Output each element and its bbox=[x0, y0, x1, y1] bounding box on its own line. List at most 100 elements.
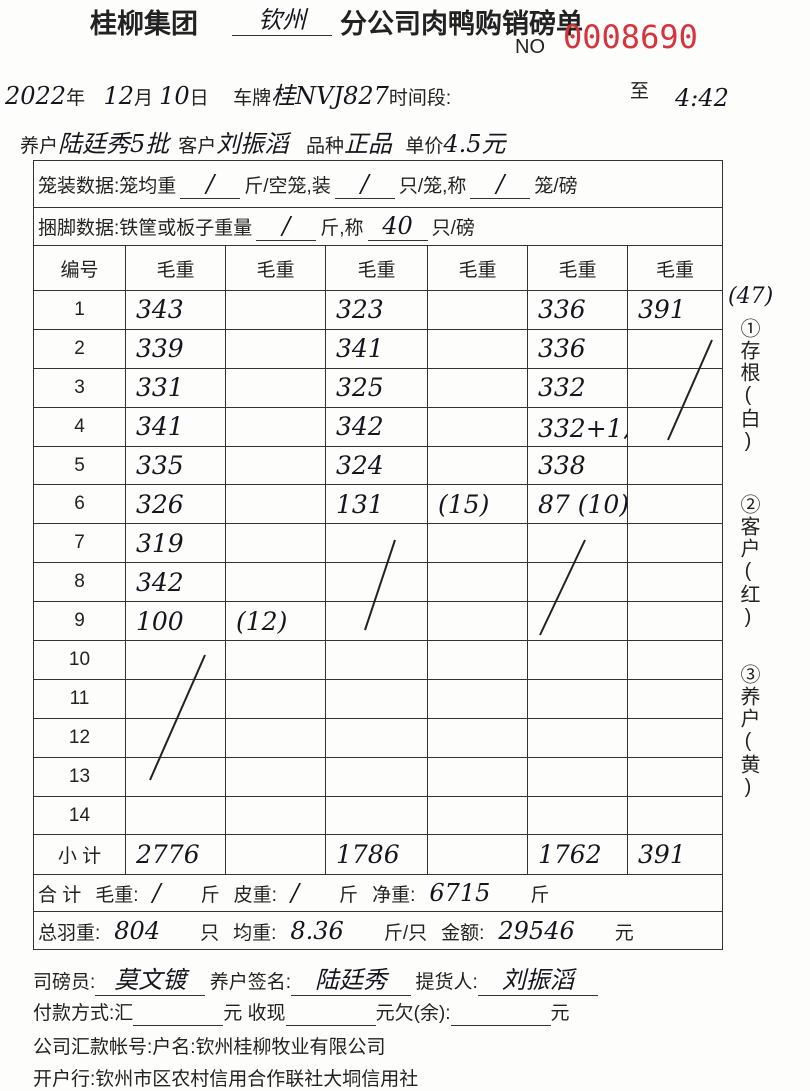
row: 1 343 323 336 391 bbox=[33, 290, 724, 330]
label: 皮重: bbox=[233, 885, 277, 907]
label: 金额: bbox=[441, 922, 485, 944]
label: 斤 bbox=[530, 885, 550, 907]
header-row: 编号 毛重 毛重 毛重 毛重 毛重 毛重 bbox=[33, 245, 724, 291]
cell: 5 bbox=[33, 445, 126, 486]
cell bbox=[225, 717, 326, 758]
form-title: 分公司肉鸭购销磅单 bbox=[340, 9, 583, 39]
account: 公司汇款帐号:户名:钦州桂柳牧业有限公司 bbox=[33, 1037, 386, 1058]
label: 斤 bbox=[339, 885, 359, 907]
cell bbox=[626, 367, 724, 408]
cell bbox=[427, 523, 528, 564]
cell bbox=[325, 601, 428, 642]
payment-line: 付款方式:汇 元 收现 元欠(余): 元 bbox=[33, 998, 570, 1026]
cell bbox=[527, 795, 628, 836]
cell: (12) bbox=[225, 601, 326, 642]
cell bbox=[527, 678, 628, 719]
handwritten: 804 bbox=[114, 916, 161, 945]
cell bbox=[225, 328, 326, 369]
cell bbox=[527, 523, 628, 564]
year: 2022 bbox=[5, 82, 67, 110]
cell: 87 (10) bbox=[527, 484, 628, 525]
pickup: 刘振滔 bbox=[477, 960, 598, 996]
month: 12 bbox=[103, 82, 134, 110]
label: 合 计 bbox=[38, 885, 82, 907]
copy-label: ②客户(红) bbox=[737, 494, 759, 630]
cell bbox=[427, 290, 528, 330]
cell bbox=[225, 795, 326, 836]
cell: 1762 bbox=[527, 834, 628, 876]
label: 总羽重: bbox=[38, 922, 101, 944]
row: 8 342 bbox=[33, 562, 724, 603]
cell: 343 bbox=[125, 290, 226, 330]
customer: 刘振滔 bbox=[216, 130, 289, 158]
label: 养户 bbox=[20, 136, 59, 157]
label: 养户签名: bbox=[209, 972, 292, 993]
cell bbox=[325, 562, 428, 603]
cell bbox=[225, 523, 326, 564]
company: 桂柳集团 bbox=[90, 9, 198, 39]
cell bbox=[225, 562, 326, 603]
label: 付款方式:汇 bbox=[33, 1003, 134, 1024]
label: 只 bbox=[200, 922, 220, 944]
no-label: NO bbox=[515, 36, 545, 58]
header-cell: 毛重 bbox=[527, 245, 628, 291]
cell bbox=[527, 601, 628, 642]
cell bbox=[626, 484, 724, 525]
handwritten: / bbox=[290, 879, 300, 908]
label: 笼/磅 bbox=[534, 175, 578, 197]
cell bbox=[225, 834, 326, 876]
weigher: 莫文镀 bbox=[95, 960, 206, 996]
cell: 325 bbox=[325, 367, 428, 408]
cell: 341 bbox=[125, 406, 226, 447]
cell bbox=[125, 756, 226, 797]
cell: 391 bbox=[626, 834, 724, 876]
label: 车牌 bbox=[233, 88, 272, 109]
label: 只/笼,称 bbox=[398, 175, 467, 197]
row: 总羽重: 804 只均重: 8.36 斤/只 金额: 29546 元 bbox=[32, 911, 724, 951]
cell: 小 计 bbox=[33, 834, 126, 876]
cell bbox=[125, 640, 226, 680]
cell bbox=[125, 795, 226, 836]
copy-label: ③养户(黄) bbox=[737, 664, 759, 800]
cell bbox=[225, 484, 326, 525]
cell: 12 bbox=[33, 717, 126, 758]
cell bbox=[325, 523, 428, 564]
cell: 2 bbox=[33, 328, 126, 369]
cell bbox=[225, 367, 326, 408]
label: 司磅员: bbox=[33, 972, 96, 993]
header-cell: 毛重 bbox=[325, 245, 428, 291]
row: 3 331 325 332 bbox=[33, 367, 724, 408]
label: 年 bbox=[66, 88, 86, 109]
cell: 131 bbox=[325, 484, 428, 525]
handwritten: / bbox=[180, 170, 241, 199]
label: 单价 bbox=[405, 136, 444, 157]
row: 14 bbox=[33, 795, 724, 836]
cell: 335 bbox=[125, 445, 226, 486]
info-line-2: 养户陆廷秀5批 客户刘振滔 品种正品 单价4.5元 bbox=[20, 124, 506, 159]
side-count: (47) bbox=[728, 284, 774, 309]
cell: 11 bbox=[33, 678, 126, 719]
cell bbox=[427, 367, 528, 408]
cell bbox=[527, 640, 628, 680]
label: 元 bbox=[614, 922, 634, 944]
row: 10 bbox=[33, 640, 724, 680]
label: 斤/只 bbox=[383, 922, 428, 944]
price: 4.5元 bbox=[443, 130, 506, 158]
farmer-sign: 陆廷秀 bbox=[291, 960, 412, 996]
cell bbox=[125, 678, 226, 719]
cell: 323 bbox=[325, 290, 428, 330]
handwritten: / bbox=[152, 879, 161, 908]
cell: 336 bbox=[527, 290, 628, 330]
cell bbox=[427, 445, 528, 486]
cell bbox=[325, 795, 428, 836]
label: 笼装数据:笼均重 bbox=[38, 175, 177, 197]
farmer: 陆廷秀5批 bbox=[58, 130, 170, 158]
cell: 338 bbox=[527, 445, 628, 486]
cell bbox=[527, 717, 628, 758]
cell: 8 bbox=[33, 562, 126, 603]
cell: 324 bbox=[325, 445, 428, 486]
cell bbox=[427, 601, 528, 642]
cell: 7 bbox=[33, 523, 126, 564]
cell bbox=[225, 445, 326, 486]
